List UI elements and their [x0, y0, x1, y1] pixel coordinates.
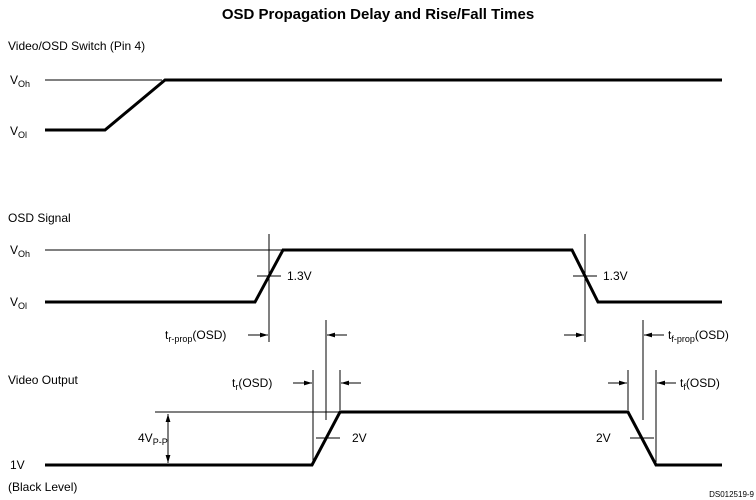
level-label: VOh [10, 73, 30, 89]
timing-label: tf(OSD) [680, 376, 720, 392]
threshold-label: 2V [352, 431, 367, 445]
level-label: VOl [10, 124, 27, 140]
waveform [45, 248, 722, 304]
figure-id: DS012519-9 [709, 490, 754, 499]
threshold-label: 2V [596, 431, 611, 445]
timing-label: tr(OSD) [232, 376, 272, 392]
threshold-label: 1.3V [287, 269, 312, 283]
level-label: VOl [10, 295, 27, 311]
title: OSD Propagation Delay and Rise/Fall Time… [222, 6, 534, 23]
level-label: 1V [10, 458, 25, 472]
threshold-label: 1.3V [603, 269, 628, 283]
section-label: Video/OSD Switch (Pin 4) [8, 39, 145, 53]
level-note: (Black Level) [8, 480, 77, 494]
level-label: VOh [10, 243, 30, 259]
waveform [45, 78, 722, 132]
amplitude-label: 4VP-P [138, 431, 168, 447]
timing-label: tf-prop(OSD) [668, 328, 729, 344]
section-label: Video Output [8, 373, 78, 387]
section-label: OSD Signal [8, 211, 71, 225]
waveform [45, 410, 722, 467]
timing-label: tr-prop(OSD) [165, 328, 226, 344]
